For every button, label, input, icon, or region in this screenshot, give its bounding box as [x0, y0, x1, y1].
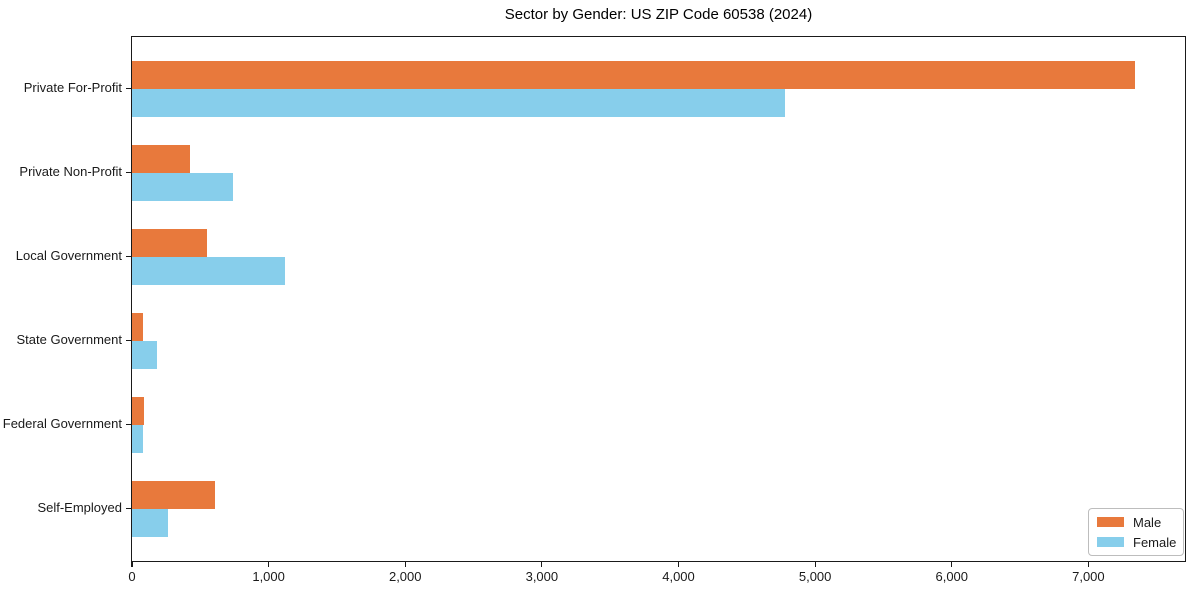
- bar-female-state-government: [132, 341, 157, 369]
- legend-item-male: Male: [1097, 515, 1177, 530]
- y-tick-label-state-government: State Government: [16, 332, 123, 347]
- x-tick-label-1000: 1,000: [252, 569, 285, 584]
- x-tick-mark-2000: [404, 562, 406, 567]
- y-tick-label-self-employed: Self-Employed: [37, 500, 122, 515]
- bar-female-federal-government: [132, 425, 143, 453]
- legend: Male Female: [1088, 508, 1184, 556]
- legend-item-female: Female: [1097, 535, 1177, 550]
- x-tick-mark-0: [131, 562, 133, 567]
- chart-title: Sector by Gender: US ZIP Code 60538 (202…: [504, 6, 813, 23]
- y-tick-mark-2: [126, 256, 131, 258]
- x-tick-mark-6000: [951, 562, 953, 567]
- x-tick-label-4000: 4,000: [662, 569, 695, 584]
- y-tick-label-private-for-profit: Private For-Profit: [23, 80, 122, 95]
- x-tick-mark-4000: [677, 562, 680, 567]
- plot-area: [131, 36, 1186, 562]
- y-tick-label-private-non-profit: Private Non-Profit: [19, 164, 122, 179]
- legend-label-male: Male: [1133, 514, 1162, 530]
- bar-female-self-employed: [132, 509, 168, 537]
- bar-female-private-for-profit: [132, 89, 786, 117]
- bar-female-local-government: [132, 257, 286, 285]
- x-tick-label-2000: 2,000: [388, 569, 422, 584]
- bar-male-self-employed: [132, 481, 216, 509]
- bar-male-state-government: [132, 313, 143, 341]
- bar-male-federal-government: [132, 397, 144, 425]
- x-tick-label-6000: 6,000: [935, 569, 969, 584]
- y-tick-mark-3: [126, 340, 131, 342]
- x-tick-mark-3000: [541, 562, 543, 567]
- legend-swatch-female-icon: [1097, 537, 1124, 547]
- x-tick-mark-7000: [1087, 562, 1089, 567]
- x-tick-mark-1000: [268, 562, 270, 567]
- y-tick-label-federal-government: Federal Government: [2, 416, 122, 431]
- legend-label-female: Female: [1133, 534, 1177, 550]
- bar-male-local-government: [132, 229, 208, 257]
- y-tick-mark-4: [126, 424, 131, 426]
- bar-male-private-for-profit: [132, 61, 1135, 89]
- x-tick-label-3000: 3,000: [525, 569, 559, 584]
- x-tick-label-0: 0: [128, 569, 136, 584]
- bar-female-private-non-profit: [132, 173, 234, 201]
- x-tick-label-5000: 5,000: [798, 569, 832, 584]
- y-tick-label-local-government: Local Government: [15, 248, 122, 263]
- y-tick-mark-5: [126, 508, 131, 510]
- x-tick-label-7000: 7,000: [1072, 569, 1105, 584]
- y-tick-mark-1: [126, 172, 131, 174]
- bar-male-private-non-profit: [132, 145, 191, 173]
- x-tick-mark-5000: [814, 562, 816, 567]
- y-tick-mark-0: [126, 88, 131, 90]
- legend-swatch-male-icon: [1097, 517, 1124, 527]
